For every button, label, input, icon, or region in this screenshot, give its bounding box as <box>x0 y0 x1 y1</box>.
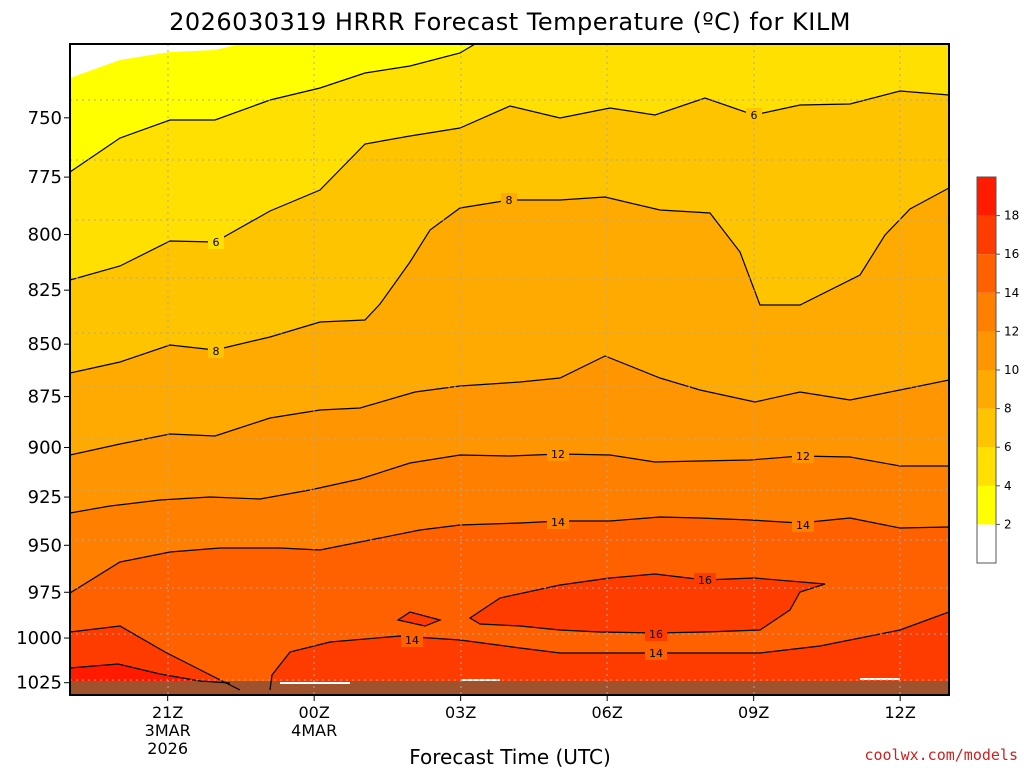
y-tick-label: 775 <box>28 167 62 188</box>
contour-label: 12 <box>547 447 569 461</box>
y-tick-label: 850 <box>28 334 62 355</box>
y-tick-label: 875 <box>28 387 62 408</box>
contour-label: 6 <box>208 235 224 249</box>
chart-title: 2026030319 HRRR Forecast Temperature (ºC… <box>169 8 851 36</box>
colorbar-segment <box>977 292 996 332</box>
contour-18 <box>70 663 231 684</box>
colorbar-segment <box>977 485 996 525</box>
colorbar-label: 10 <box>1004 363 1019 377</box>
x-tick-label: 2026 <box>147 739 188 758</box>
svg-text:6: 6 <box>751 109 758 122</box>
colorbar-label: 4 <box>1004 479 1012 493</box>
credit-text: coolwx.com/models <box>864 746 1018 764</box>
x-tick-label: 3MAR <box>145 721 191 740</box>
svg-text:8: 8 <box>213 345 220 358</box>
svg-text:8: 8 <box>506 194 513 207</box>
x-tick-label: 03Z <box>445 703 476 722</box>
svg-text:16: 16 <box>698 574 712 587</box>
gridlines <box>70 44 949 695</box>
contour-10 <box>70 355 949 456</box>
y-tick-label: 1000 <box>16 628 62 649</box>
contour-label: 12 <box>792 449 814 463</box>
y-tick-label: 925 <box>28 487 62 508</box>
contour-label: 14 <box>792 518 814 532</box>
svg-text:14: 14 <box>405 634 419 647</box>
colorbar-label: 14 <box>1004 286 1019 300</box>
colorbar-segment <box>977 524 996 563</box>
colorbar-label: 8 <box>1004 402 1012 416</box>
x-tick-label: 4MAR <box>291 721 337 740</box>
y-tick-label: 800 <box>28 225 62 246</box>
white-sliver <box>280 678 900 684</box>
x-tick-label: 21Z <box>152 703 183 722</box>
plot-frame <box>69 43 950 696</box>
plot-area: 6 6 8 8 12 12 14 14 16 16 14 14 <box>70 44 949 695</box>
colorbar-label: 2 <box>1004 517 1012 531</box>
svg-text:14: 14 <box>551 516 565 529</box>
contour-label: 16 <box>645 627 667 641</box>
x-tick-label: 09Z <box>738 703 769 722</box>
svg-text:12: 12 <box>796 450 810 463</box>
contour-label: 14 <box>645 646 667 660</box>
fill-lt-4 <box>70 44 475 172</box>
svg-text:12: 12 <box>551 448 565 461</box>
colorbar-segment <box>977 447 996 486</box>
contour-label: 8 <box>208 344 224 358</box>
svg-text:14: 14 <box>796 519 810 532</box>
x-tick-label: 06Z <box>592 703 623 722</box>
y-tick-label: 900 <box>28 438 62 459</box>
fill-16-island <box>396 611 442 627</box>
contour-labels: 6 6 8 8 12 12 14 14 16 16 14 14 <box>208 108 814 660</box>
y-tick-label: 1025 <box>16 673 62 694</box>
colorbar-label: 12 <box>1004 324 1019 338</box>
y-tick-label: 950 <box>28 535 62 556</box>
contour-label: 14 <box>547 515 569 529</box>
colorbar-label: 18 <box>1004 209 1019 223</box>
colorbar-segment <box>977 215 996 255</box>
contour-4 <box>70 44 476 173</box>
contour-label: 14 <box>401 633 423 647</box>
colorbar: 2 4 6 8 10 12 14 16 18 <box>976 176 1019 564</box>
contour-14-lower <box>269 611 949 691</box>
colorbar-label: 16 <box>1004 247 1019 261</box>
colorbar-label: 6 <box>1004 440 1012 454</box>
svg-text:16: 16 <box>649 628 663 641</box>
x-tick-label: 00Z <box>299 703 330 722</box>
contour-16-left <box>70 625 241 691</box>
x-tick-label: 12Z <box>885 703 916 722</box>
contour-label: 8 <box>501 193 517 207</box>
colorbar-segment <box>977 254 996 293</box>
colorbar-segment <box>977 408 996 448</box>
y-tick-label: 975 <box>28 582 62 603</box>
colorbar-segment <box>977 331 996 370</box>
contour-label: 6 <box>746 108 762 122</box>
ground-layer <box>70 681 949 695</box>
x-axis-label: Forecast Time (UTC) <box>409 745 611 768</box>
y-tick-label: 750 <box>28 108 62 129</box>
fill-lt-6 <box>70 44 949 280</box>
contour-label: 16 <box>694 573 716 587</box>
svg-text:6: 6 <box>213 236 220 249</box>
fill-16-region <box>468 573 826 634</box>
colorbar-segment <box>977 370 996 409</box>
svg-text:14: 14 <box>649 647 663 660</box>
fill-lt-2 <box>70 44 240 78</box>
colorbar-segment <box>977 177 996 216</box>
y-axis: 750 775 800 825 850 875 900 925 950 975 1000 1025 <box>16 108 70 694</box>
y-tick-label: 825 <box>28 280 62 301</box>
